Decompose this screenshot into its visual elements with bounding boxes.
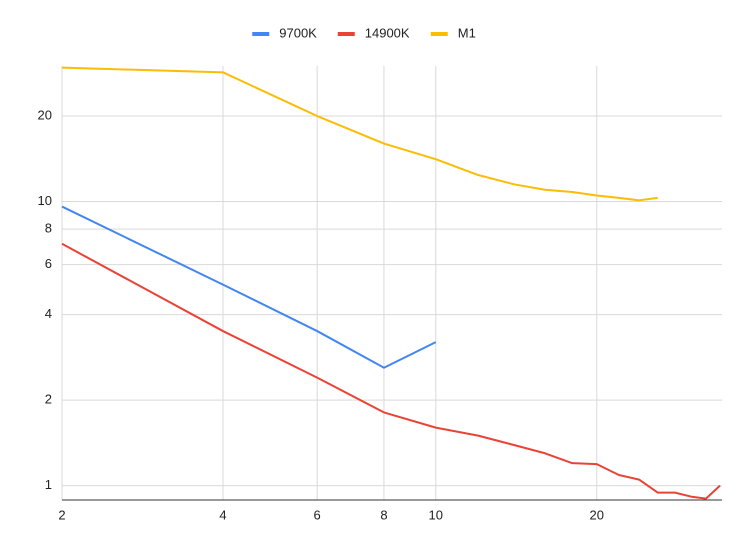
series-line [61, 205, 437, 369]
x-tick-label: 20 [590, 507, 604, 522]
y-tick-label: 10 [38, 193, 52, 208]
x-tick-label: 10 [429, 507, 443, 522]
y-tick-label: 20 [38, 107, 52, 122]
x-tick-label: 2 [58, 507, 65, 522]
legend-label: M1 [458, 25, 476, 40]
y-tick-label: 8 [45, 221, 52, 236]
x-tick-label: 8 [380, 507, 387, 522]
legend-label: 14900K [365, 25, 410, 40]
y-tick-label: 4 [45, 306, 52, 321]
x-tick-label: 6 [314, 507, 321, 522]
y-tick-label: 2 [45, 392, 52, 407]
x-tick-label: 4 [219, 507, 226, 522]
y-tick-label: 1 [45, 477, 52, 492]
series-line [61, 242, 721, 500]
legend-label: 9700K [279, 25, 317, 40]
y-tick-label: 6 [45, 256, 52, 271]
series-line [61, 66, 658, 202]
